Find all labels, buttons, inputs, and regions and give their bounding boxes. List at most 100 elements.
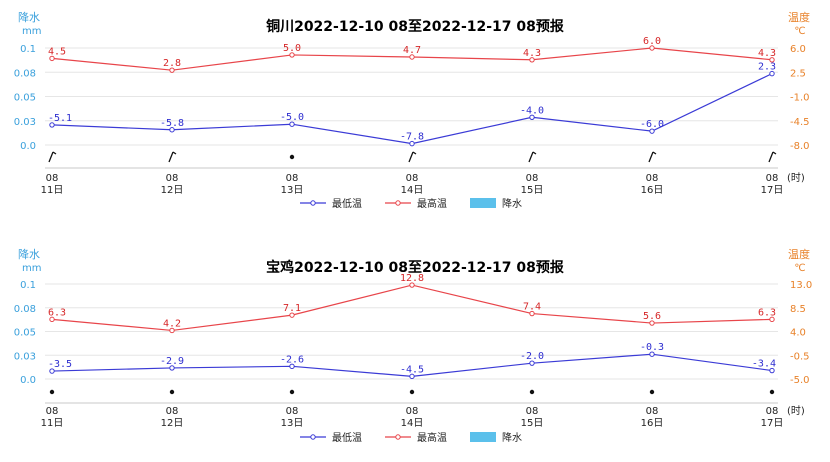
legend-label-low: 最低温 xyxy=(332,197,362,210)
right-tick-label: 6.0 xyxy=(790,44,806,55)
data-label: 6.3 xyxy=(48,307,66,318)
data-label: -2.9 xyxy=(160,356,184,367)
right-tick-label: 2.5 xyxy=(790,68,806,79)
left-tick-label: 0.08 xyxy=(14,68,36,79)
x-tick-hour: 08 xyxy=(526,406,539,417)
x-tick-day: 16日 xyxy=(641,418,664,429)
data-label: -3.5 xyxy=(48,359,72,370)
series-point xyxy=(529,57,535,63)
data-label: 7.4 xyxy=(523,302,541,313)
series-point xyxy=(49,316,55,323)
series-point xyxy=(409,282,415,288)
data-label: -6.0 xyxy=(640,119,664,130)
wind-icon xyxy=(408,151,417,163)
data-label: 5.6 xyxy=(643,311,661,322)
series-point xyxy=(49,368,55,374)
series-point xyxy=(289,52,295,58)
series-point xyxy=(769,70,775,77)
right-axis-unit: ℃ xyxy=(794,26,805,37)
x-tick-day: 15日 xyxy=(521,185,544,196)
x-tick-day: 15日 xyxy=(521,418,544,429)
data-label: 2.8 xyxy=(163,58,181,69)
x-tick-day: 14日 xyxy=(401,185,424,196)
right-axis-name: 温度 xyxy=(788,10,810,24)
x-tick-hour: 08 xyxy=(286,173,299,184)
series-point xyxy=(169,327,175,334)
left-tick-label: 0.08 xyxy=(14,304,36,315)
left-axis-unit: mm xyxy=(22,263,41,274)
left-tick-label: 0.03 xyxy=(14,117,36,128)
dot-icon xyxy=(529,389,535,395)
x-tick-hour: 08 xyxy=(286,406,299,417)
data-label: -2.0 xyxy=(520,351,544,362)
dot-icon xyxy=(169,389,175,395)
chart-panel-2: 宝鸡2022-12-10 08至2022-12-17 08预报降水mm温度℃0.… xyxy=(14,247,813,444)
left-tick-label: 0.03 xyxy=(14,351,36,362)
data-label: 4.5 xyxy=(48,46,66,57)
series-point xyxy=(769,316,775,323)
left-axis-unit: mm xyxy=(22,26,41,37)
x-tick-hour: 08 xyxy=(766,173,779,184)
x-tick-day: 17日 xyxy=(761,185,784,196)
left-tick-label: 0.05 xyxy=(14,93,36,104)
x-tick-day: 13日 xyxy=(281,185,304,196)
left-tick-label: 0.0 xyxy=(20,141,36,152)
series-point xyxy=(49,55,55,62)
series-point xyxy=(529,360,535,366)
series-point xyxy=(169,365,175,371)
series-point xyxy=(649,351,655,357)
legend-label-rain: 降水 xyxy=(502,197,522,210)
legend-swatch-rain xyxy=(470,432,496,442)
x-tick-hour: 08 xyxy=(646,406,659,417)
data-label: -4.5 xyxy=(400,364,424,375)
legend-label-rain: 降水 xyxy=(502,431,522,444)
wind-icon xyxy=(168,151,177,163)
legend-marker-low xyxy=(310,200,316,206)
dot-icon xyxy=(649,389,655,395)
x-tick-hour: 08 xyxy=(406,406,419,417)
data-label: -0.3 xyxy=(640,342,664,353)
data-label: 4.2 xyxy=(163,318,181,329)
series-point xyxy=(769,57,775,63)
x-tick-hour: 08 xyxy=(646,173,659,184)
series-point xyxy=(649,320,655,326)
x-tick-hour: 08 xyxy=(526,173,539,184)
x-axis-suffix: (时) xyxy=(787,405,805,417)
legend-swatch-rain xyxy=(470,198,496,208)
series-point xyxy=(169,67,175,73)
wind-icon xyxy=(648,151,657,163)
data-label: -4.0 xyxy=(520,105,544,116)
chart-panel-1: 铜川2022-12-10 08至2022-12-17 08预报降水mm温度℃0.… xyxy=(14,10,810,210)
wind-icon xyxy=(768,151,777,163)
data-label: 4.3 xyxy=(758,48,776,59)
x-tick-day: 11日 xyxy=(41,418,64,429)
dot-icon xyxy=(769,389,775,395)
legend-marker-high xyxy=(395,434,401,440)
data-label: 12.8 xyxy=(400,273,424,284)
left-axis-name: 降水 xyxy=(18,10,40,24)
x-tick-hour: 08 xyxy=(46,406,59,417)
series-point xyxy=(409,54,415,60)
data-label: 4.7 xyxy=(403,45,421,56)
data-label: 2.3 xyxy=(758,62,776,73)
data-label: -5.8 xyxy=(160,118,184,129)
right-tick-label: -0.5 xyxy=(790,351,810,362)
right-axis-unit: ℃ xyxy=(794,263,805,274)
legend-label-low: 最低温 xyxy=(332,431,362,444)
right-tick-label: -8.0 xyxy=(790,141,810,152)
series-point xyxy=(409,140,415,147)
series-point xyxy=(289,363,295,370)
series-point xyxy=(529,114,535,120)
wind-icon xyxy=(528,151,537,163)
dot-icon xyxy=(289,154,295,160)
x-tick-hour: 08 xyxy=(166,406,179,417)
series-point xyxy=(169,127,175,133)
data-label: 6.3 xyxy=(758,307,776,318)
chart-title: 宝鸡2022-12-10 08至2022-12-17 08预报 xyxy=(266,259,564,276)
x-tick-hour: 08 xyxy=(406,173,419,184)
x-tick-day: 12日 xyxy=(161,418,184,429)
wind-icon xyxy=(48,151,57,163)
left-tick-label: 0.0 xyxy=(20,375,36,386)
